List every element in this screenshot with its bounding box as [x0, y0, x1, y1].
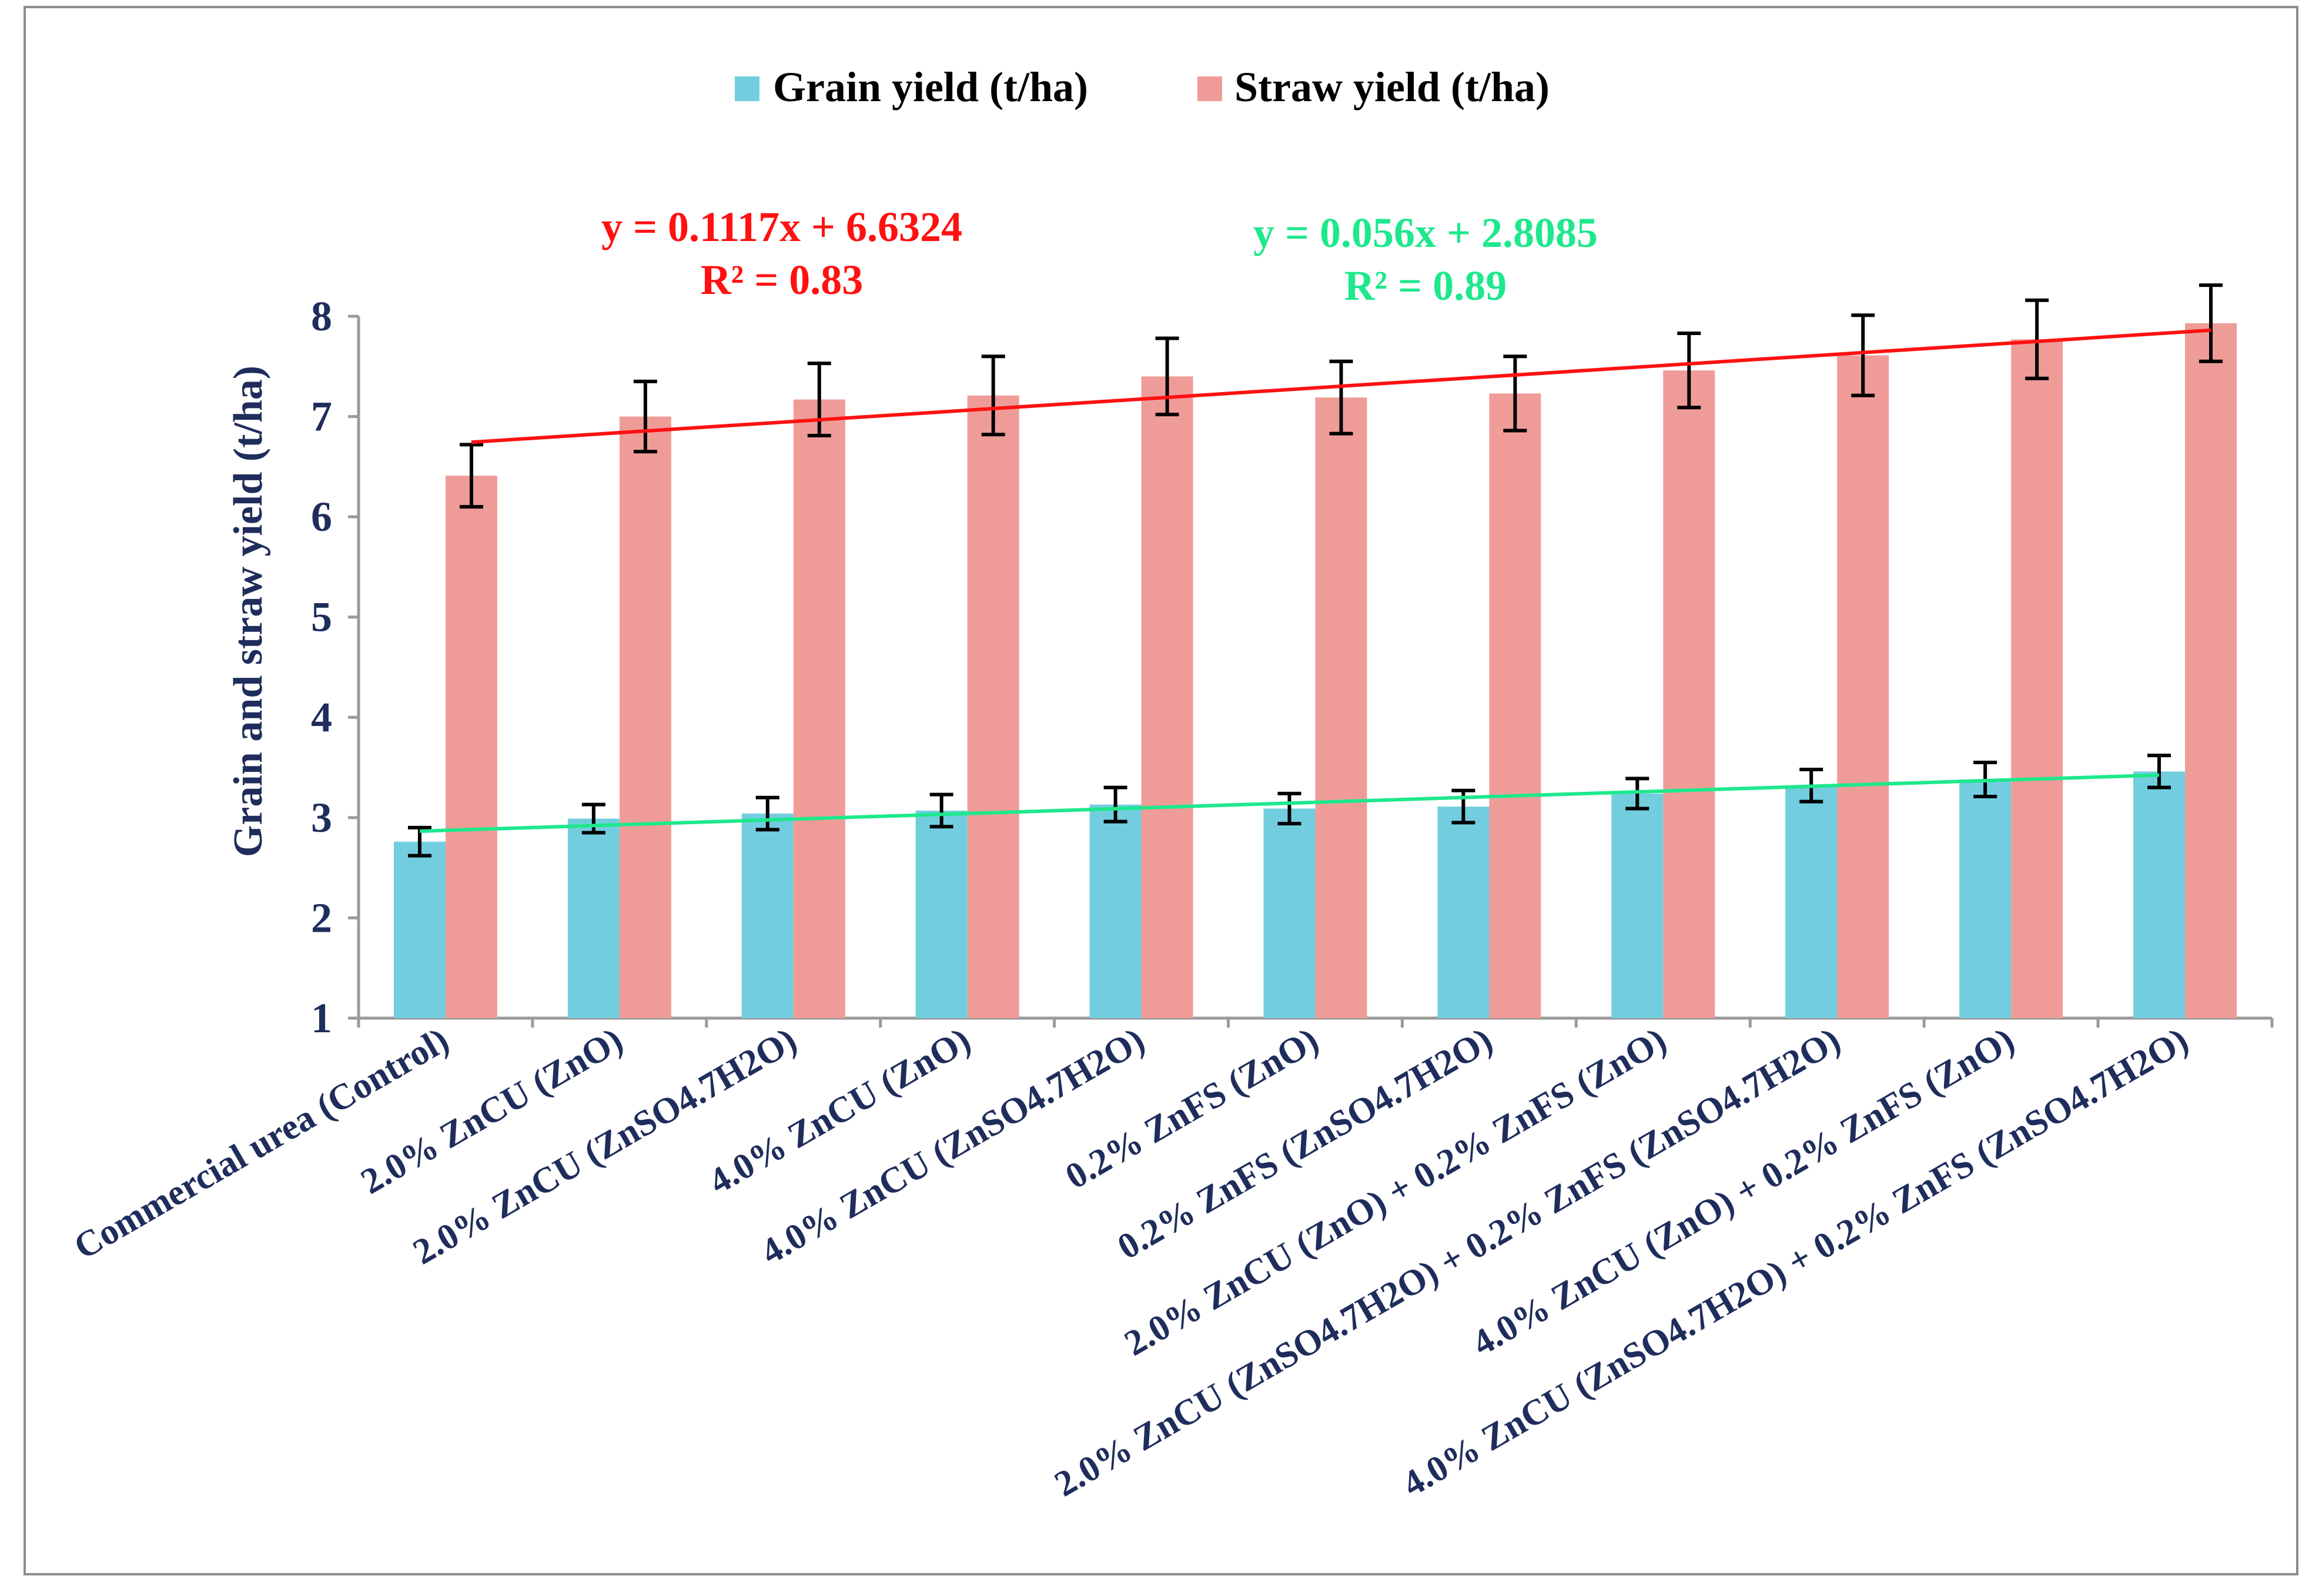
straw-trend-r2: R² = 0.83 — [701, 256, 864, 303]
grain-bar — [1263, 808, 1316, 1018]
grain-bar — [1785, 785, 1838, 1018]
x-tick-label: 2.0% ZnCU (ZnSO4.7H2O) + 0.2% ZnFS (ZnSO… — [1048, 1020, 1847, 1504]
grain-bar — [1611, 793, 1664, 1018]
grain-bar — [393, 841, 446, 1018]
y-tick-label: 5 — [311, 594, 332, 641]
straw-bar — [1315, 397, 1367, 1018]
legend-swatch-grain — [735, 76, 759, 101]
legend-label-straw: Straw yield (t/ha) — [1234, 63, 1550, 111]
straw-trend-equation: y = 0.1117x + 6.6324 — [601, 203, 962, 250]
straw-bar — [1489, 393, 1541, 1018]
grain-bar — [1959, 779, 2012, 1018]
grain-trendline — [419, 773, 2160, 833]
straw-bar — [2185, 323, 2237, 1019]
grain-bar — [741, 814, 794, 1018]
grain-bar — [915, 810, 968, 1018]
legend: Grain yield (t/ha) Straw yield (t/ha) — [735, 63, 1550, 111]
straw-bar — [1141, 376, 1193, 1019]
grain-trend-equation: y = 0.056x + 2.8085 — [1253, 209, 1598, 256]
grain-bar — [567, 818, 620, 1018]
y-axis-label: Grain and straw yield (t/ha) — [226, 366, 271, 857]
y-tick-label: 6 — [311, 493, 332, 540]
straw-trendline — [471, 328, 2211, 444]
straw-bar — [967, 395, 1019, 1018]
straw-bar — [2011, 339, 2063, 1018]
straw-bar — [1663, 370, 1715, 1018]
grain-bar — [1437, 807, 1490, 1018]
grain-bar — [1089, 804, 1142, 1018]
grain-trend-r2: R² = 0.89 — [1344, 262, 1507, 309]
x-tick-label: 4.0% ZnCU (ZnSO4.7H2O) + 0.2% ZnFS (ZnSO… — [1396, 1020, 2195, 1504]
y-tick-label: 1 — [311, 995, 332, 1042]
y-tick-label: 8 — [311, 293, 332, 340]
y-tick-label: 4 — [311, 694, 332, 741]
straw-bar — [445, 476, 497, 1018]
straw-bar — [619, 416, 671, 1018]
y-tick-label: 3 — [311, 794, 332, 841]
legend-swatch-straw — [1197, 76, 1222, 101]
y-tick-label: 2 — [311, 894, 332, 941]
straw-bar — [1837, 355, 1889, 1018]
legend-label-grain: Grain yield (t/ha) — [773, 63, 1088, 111]
trendline-labels: y = 0.1117x + 6.6324 R² = 0.83 y = 0.056… — [601, 203, 1598, 309]
y-tick-label: 7 — [311, 393, 332, 440]
grain-bar — [2133, 771, 2186, 1018]
straw-bar — [793, 399, 845, 1019]
